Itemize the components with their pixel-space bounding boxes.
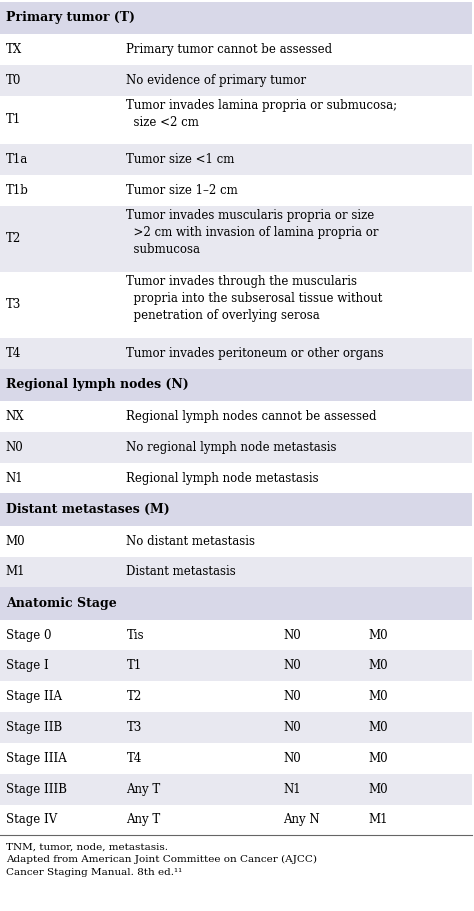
- Text: Tis: Tis: [127, 629, 144, 641]
- Bar: [0, 271, 472, 338]
- Text: N0: N0: [283, 721, 301, 734]
- Text: T3: T3: [6, 299, 21, 312]
- Text: M1: M1: [368, 814, 387, 826]
- Text: Primary tumor cannot be assessed: Primary tumor cannot be assessed: [127, 43, 333, 56]
- Text: Stage IIIA: Stage IIIA: [6, 752, 66, 765]
- Bar: [0, 338, 472, 369]
- Bar: [0, 557, 472, 588]
- Text: Distant metastases (M): Distant metastases (M): [6, 503, 169, 517]
- Text: N0: N0: [283, 752, 301, 765]
- Text: Stage IIB: Stage IIB: [6, 721, 62, 734]
- Text: TX: TX: [6, 43, 22, 56]
- Text: M0: M0: [368, 660, 388, 672]
- Text: N0: N0: [283, 660, 301, 672]
- Text: M0: M0: [368, 721, 388, 734]
- Bar: [0, 401, 472, 432]
- Text: N0: N0: [283, 691, 301, 703]
- Bar: [0, 34, 472, 65]
- Text: T1b: T1b: [6, 184, 28, 197]
- Text: T1: T1: [6, 114, 21, 127]
- Bar: [0, 2, 472, 34]
- Bar: [0, 712, 472, 743]
- Text: T0: T0: [6, 74, 21, 87]
- Text: Stage IIIB: Stage IIIB: [6, 783, 67, 795]
- Text: N0: N0: [283, 629, 301, 641]
- Text: TNM, tumor, node, metastasis.
Adapted from American Joint Committee on Cancer (A: TNM, tumor, node, metastasis. Adapted fr…: [6, 843, 317, 877]
- Text: M0: M0: [368, 752, 388, 765]
- Bar: [0, 804, 472, 835]
- Bar: [0, 588, 472, 619]
- Bar: [0, 206, 472, 271]
- Text: Distant metastasis: Distant metastasis: [127, 566, 236, 578]
- Text: Tumor size 1–2 cm: Tumor size 1–2 cm: [127, 184, 238, 197]
- Text: Regional lymph nodes (N): Regional lymph nodes (N): [6, 378, 188, 392]
- Text: Regional lymph nodes cannot be assessed: Regional lymph nodes cannot be assessed: [127, 410, 377, 423]
- Text: No distant metastasis: No distant metastasis: [127, 535, 255, 548]
- Text: N1: N1: [6, 472, 23, 485]
- Bar: [0, 144, 472, 175]
- Bar: [0, 65, 472, 96]
- Text: M0: M0: [368, 629, 388, 641]
- Text: Tumor invades lamina propria or submucosa;
  size <2 cm: Tumor invades lamina propria or submucos…: [127, 99, 398, 129]
- Text: Tumor invades through the muscularis
  propria into the subserosal tissue withou: Tumor invades through the muscularis pro…: [127, 275, 383, 322]
- Text: M1: M1: [6, 566, 25, 578]
- Text: Stage I: Stage I: [6, 660, 48, 672]
- Text: Any T: Any T: [127, 814, 161, 826]
- Text: T4: T4: [6, 347, 21, 360]
- Bar: [0, 494, 472, 526]
- Text: T2: T2: [127, 691, 142, 703]
- Text: Tumor invades peritoneum or other organs: Tumor invades peritoneum or other organs: [127, 347, 384, 360]
- Text: Stage IIA: Stage IIA: [6, 691, 62, 703]
- Text: N1: N1: [283, 783, 301, 795]
- Text: Anatomic Stage: Anatomic Stage: [6, 597, 117, 610]
- Text: Tumor invades muscularis propria or size
  >2 cm with invasion of lamina propria: Tumor invades muscularis propria or size…: [127, 210, 379, 257]
- Text: T3: T3: [127, 721, 142, 734]
- Text: No evidence of primary tumor: No evidence of primary tumor: [127, 74, 307, 87]
- Bar: [0, 773, 472, 804]
- Text: Primary tumor (T): Primary tumor (T): [6, 12, 135, 25]
- Text: M0: M0: [368, 691, 388, 703]
- Text: M0: M0: [368, 783, 388, 795]
- Bar: [0, 96, 472, 144]
- Text: Any N: Any N: [283, 814, 319, 826]
- Bar: [0, 526, 472, 557]
- Bar: [0, 650, 472, 681]
- Text: No regional lymph node metastasis: No regional lymph node metastasis: [127, 441, 337, 454]
- Bar: [0, 681, 472, 712]
- Text: N0: N0: [6, 441, 23, 454]
- Bar: [0, 432, 472, 463]
- Text: Tumor size <1 cm: Tumor size <1 cm: [127, 153, 235, 166]
- Text: NX: NX: [6, 410, 24, 423]
- Text: T4: T4: [127, 752, 142, 765]
- Bar: [0, 369, 472, 401]
- Text: T2: T2: [6, 232, 21, 245]
- Text: T1a: T1a: [6, 153, 28, 166]
- Text: M0: M0: [6, 535, 25, 548]
- Text: Stage 0: Stage 0: [6, 629, 51, 641]
- Text: Any T: Any T: [127, 783, 161, 795]
- Text: T1: T1: [127, 660, 142, 672]
- Bar: [0, 619, 472, 650]
- Bar: [0, 463, 472, 494]
- Bar: [0, 743, 472, 773]
- Text: Regional lymph node metastasis: Regional lymph node metastasis: [127, 472, 319, 485]
- Bar: [0, 175, 472, 206]
- Text: Stage IV: Stage IV: [6, 814, 57, 826]
